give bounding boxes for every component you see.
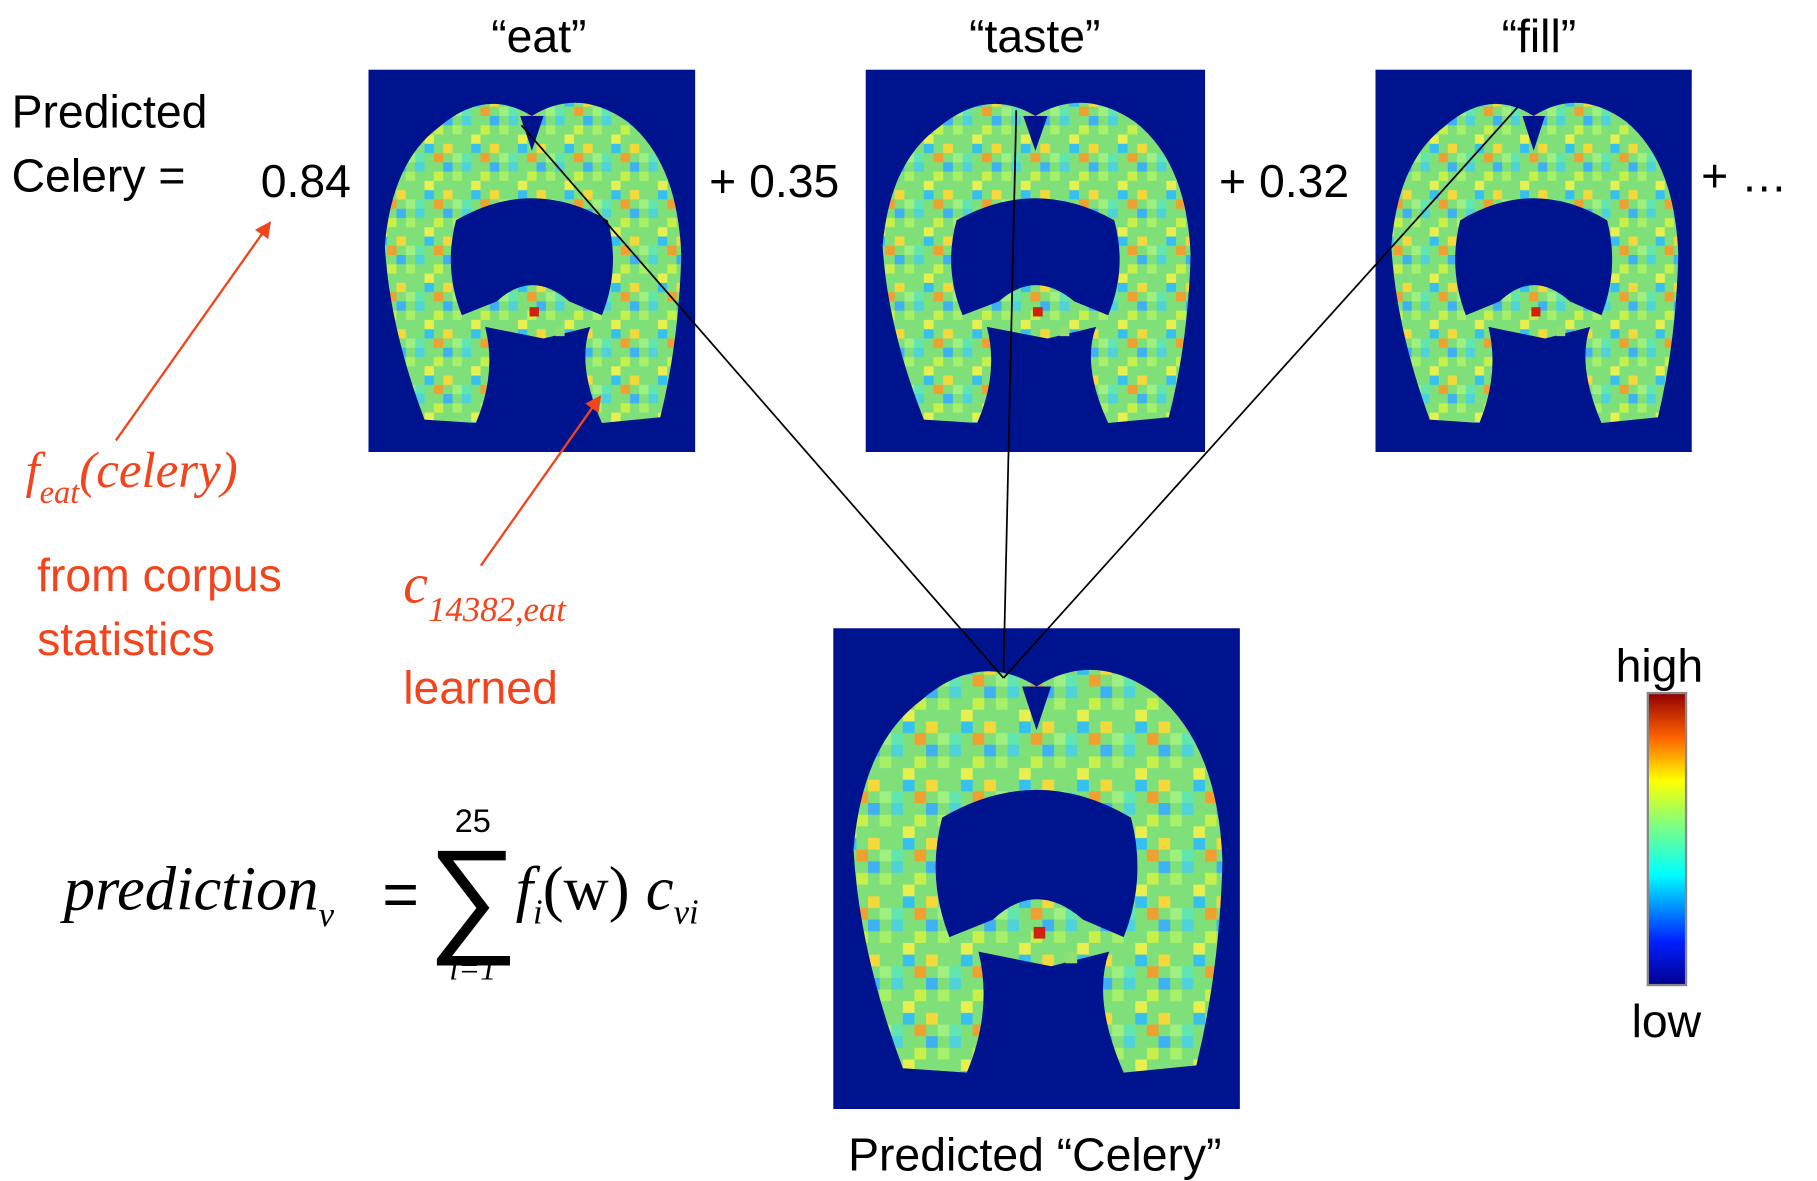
brain-fill: [1375, 70, 1691, 452]
colorbar-low: low: [1632, 995, 1702, 1047]
brain-predicted: [833, 628, 1240, 1109]
c: c: [646, 854, 674, 924]
formula: predictionv = ∑ 25 i=1 fi(w)cvi: [60, 803, 699, 987]
arg: (celery): [79, 443, 237, 499]
note: statistics: [37, 613, 215, 665]
sub: i: [533, 893, 543, 932]
feature-symbol: feat(celery): [25, 443, 237, 511]
colorbar-high: high: [1616, 639, 1704, 691]
weight: + 0.35: [709, 155, 839, 207]
note: learned: [403, 661, 558, 713]
coef-symbol: c14382,eat: [403, 554, 567, 630]
lower: i=1: [449, 951, 496, 987]
formula-lhs: predictionv: [60, 854, 335, 934]
word: “taste”: [969, 10, 1100, 62]
brain-taste: [866, 70, 1206, 452]
slide: Predicted Celery = “eat” “taste” “fill” …: [0, 0, 1817, 1181]
sub: v: [319, 895, 335, 934]
word: “fill”: [1502, 10, 1577, 62]
sigma: ∑: [427, 825, 518, 967]
equals: =: [382, 860, 419, 930]
formula-rhs: fi(w)cvi: [516, 854, 699, 932]
weight: + 0.32: [1219, 155, 1349, 207]
label: Celery =: [12, 149, 186, 201]
label: Predicted: [12, 86, 208, 138]
colorbar: [1648, 693, 1686, 985]
sub: vi: [674, 893, 699, 932]
brain-eat: [368, 70, 695, 452]
c: c: [403, 554, 428, 616]
lhs: prediction: [60, 854, 319, 924]
weight: 0.84: [261, 155, 351, 207]
arg: (w): [543, 854, 630, 924]
note: from corpus: [37, 549, 282, 601]
caption: Predicted “Celery”: [848, 1128, 1221, 1180]
word: “eat”: [491, 10, 586, 62]
upper: 25: [455, 803, 491, 839]
sub: 14382,eat: [428, 590, 567, 629]
sub: eat: [40, 475, 81, 511]
ellipsis: + …: [1701, 149, 1787, 201]
